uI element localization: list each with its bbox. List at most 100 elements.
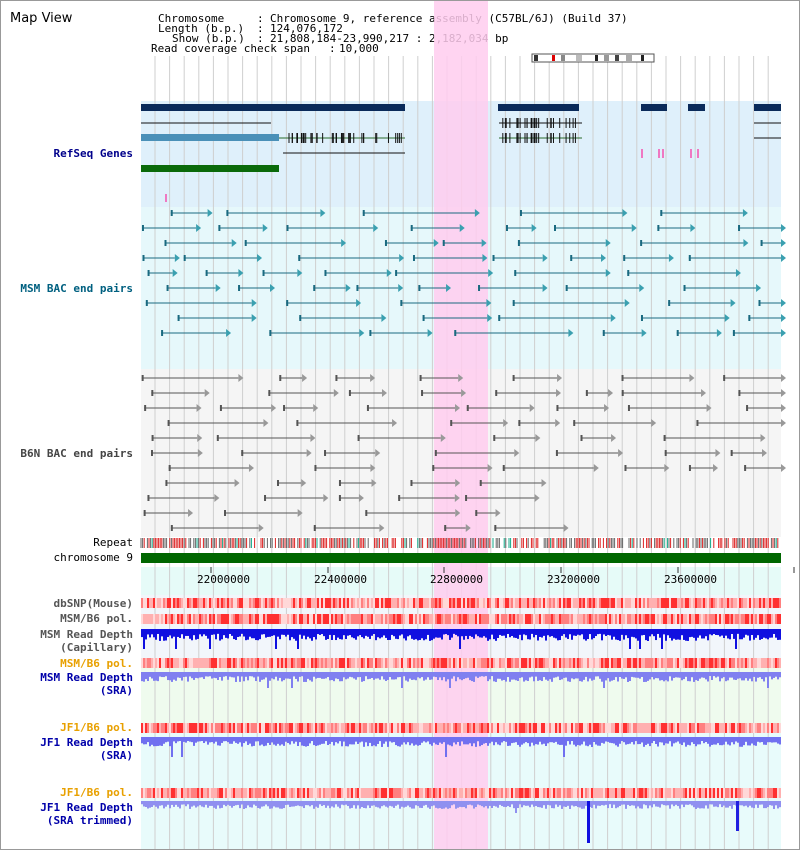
pol-strip bbox=[437, 614, 439, 624]
pol-strip bbox=[347, 614, 349, 624]
depth-bar bbox=[551, 629, 553, 637]
pol-strip bbox=[161, 723, 163, 733]
depth-bar bbox=[747, 737, 749, 746]
pol-strip bbox=[293, 658, 295, 668]
pol-strip bbox=[643, 788, 645, 798]
bac-end-arrow bbox=[604, 404, 610, 412]
dbsnp-strip bbox=[513, 598, 515, 608]
pol-strip bbox=[261, 788, 263, 798]
track-label-jf1-depth-trim[interactable]: JF1 Read Depth bbox=[40, 801, 133, 814]
track-label-msm-b6-pol[interactable]: MSM/B6 pol. bbox=[60, 612, 133, 625]
track-label-msm-bac[interactable]: MSM BAC end pairs bbox=[20, 282, 133, 295]
depth-bar bbox=[557, 801, 559, 807]
depth-bar bbox=[627, 801, 629, 805]
depth-bar bbox=[165, 629, 167, 641]
depth-bar bbox=[559, 801, 561, 806]
dbsnp-strip bbox=[605, 598, 607, 608]
depth-bar bbox=[721, 629, 723, 636]
track-label-jf1-b6-pol[interactable]: JF1/B6 pol. bbox=[60, 721, 133, 734]
pol-strip bbox=[631, 723, 633, 733]
depth-bar bbox=[237, 629, 239, 638]
track-label-chromosome[interactable]: chromosome 9 bbox=[53, 551, 133, 564]
depth-bar bbox=[219, 629, 221, 641]
pol-strip bbox=[677, 788, 679, 798]
depth-bar bbox=[557, 672, 559, 677]
track-label-msm-depth-sra-sub: (SRA) bbox=[99, 684, 133, 697]
depth-bar bbox=[443, 629, 445, 635]
pol-strip bbox=[715, 658, 717, 668]
pol-strip bbox=[401, 658, 403, 668]
depth-bar bbox=[661, 672, 663, 681]
depth-bar bbox=[167, 801, 169, 805]
track-label-dbsnp[interactable]: dbSNP(Mouse) bbox=[53, 597, 133, 610]
pol-strip bbox=[607, 723, 609, 733]
track-label-jf1-depth-sra[interactable]: JF1 Read Depth bbox=[40, 736, 133, 749]
depth-bar bbox=[613, 629, 615, 637]
dbsnp-strip bbox=[611, 598, 613, 608]
depth-bar bbox=[339, 629, 341, 640]
pol-strip bbox=[775, 658, 777, 668]
depth-bar bbox=[691, 737, 693, 743]
pol-strip bbox=[519, 788, 521, 798]
bac-end-arrow bbox=[238, 269, 244, 277]
track-label-msm-b6-pol-2[interactable]: MSM/B6 pol. bbox=[60, 657, 133, 670]
bac-end-arrow bbox=[503, 419, 509, 427]
depth-bar bbox=[711, 672, 713, 680]
pol-strip bbox=[227, 658, 229, 668]
pol-strip bbox=[319, 723, 321, 733]
depth-bar bbox=[387, 801, 389, 808]
dbsnp-strip bbox=[269, 598, 271, 608]
depth-bar bbox=[657, 801, 659, 807]
pol-strip bbox=[217, 723, 219, 733]
bac-end bbox=[205, 270, 208, 276]
pol-strip bbox=[637, 614, 639, 624]
pol-strip bbox=[437, 658, 439, 668]
depth-bar bbox=[709, 737, 711, 747]
depth-bar bbox=[537, 629, 539, 641]
bac-end-arrow bbox=[263, 419, 269, 427]
pol-strip bbox=[777, 658, 779, 668]
dbsnp-strip bbox=[743, 598, 745, 608]
pol-strip bbox=[743, 614, 745, 624]
pol-strip bbox=[185, 723, 187, 733]
depth-bar bbox=[723, 629, 725, 639]
depth-bar bbox=[379, 801, 381, 809]
depth-bar bbox=[453, 801, 455, 805]
bac-end bbox=[218, 225, 221, 231]
pol-strip bbox=[569, 788, 571, 798]
dbsnp-strip bbox=[373, 598, 375, 608]
depth-bar bbox=[767, 801, 769, 808]
pol-strip bbox=[543, 723, 545, 733]
pol-strip bbox=[143, 658, 145, 668]
pol-strip bbox=[773, 723, 775, 733]
track-label-jf1-b6-pol-2[interactable]: JF1/B6 pol. bbox=[60, 786, 133, 799]
depth-bar bbox=[717, 737, 719, 744]
pol-strip bbox=[267, 658, 269, 668]
track-label-repeat[interactable]: Repeat bbox=[93, 536, 133, 549]
pol-strip bbox=[637, 658, 639, 668]
track-label-msm-depth-sra[interactable]: MSM Read Depth bbox=[40, 671, 133, 684]
pol-strip bbox=[559, 788, 561, 798]
pol-strip bbox=[411, 614, 413, 624]
pol-strip bbox=[543, 658, 545, 668]
track-label-refseq[interactable]: RefSeq Genes bbox=[53, 147, 133, 160]
pol-strip bbox=[187, 614, 189, 624]
pol-strip bbox=[461, 788, 463, 798]
pol-strip bbox=[507, 788, 509, 798]
track-label-b6n-bac[interactable]: B6N BAC end pairs bbox=[20, 447, 133, 460]
pol-strip bbox=[449, 658, 451, 668]
depth-bar bbox=[733, 672, 735, 680]
pol-strip bbox=[307, 788, 309, 798]
dbsnp-strip bbox=[271, 598, 273, 608]
pol-strip bbox=[383, 723, 385, 733]
pol-strip bbox=[267, 614, 269, 624]
track-label-msm-depth-cap[interactable]: MSM Read Depth bbox=[40, 628, 133, 641]
pol-strip bbox=[467, 614, 469, 624]
dbsnp-strip bbox=[199, 598, 201, 608]
depth-bar bbox=[337, 801, 339, 807]
depth-bar bbox=[221, 801, 223, 808]
pol-strip bbox=[431, 723, 433, 733]
depth-bar bbox=[347, 737, 349, 747]
depth-bar bbox=[397, 629, 399, 640]
